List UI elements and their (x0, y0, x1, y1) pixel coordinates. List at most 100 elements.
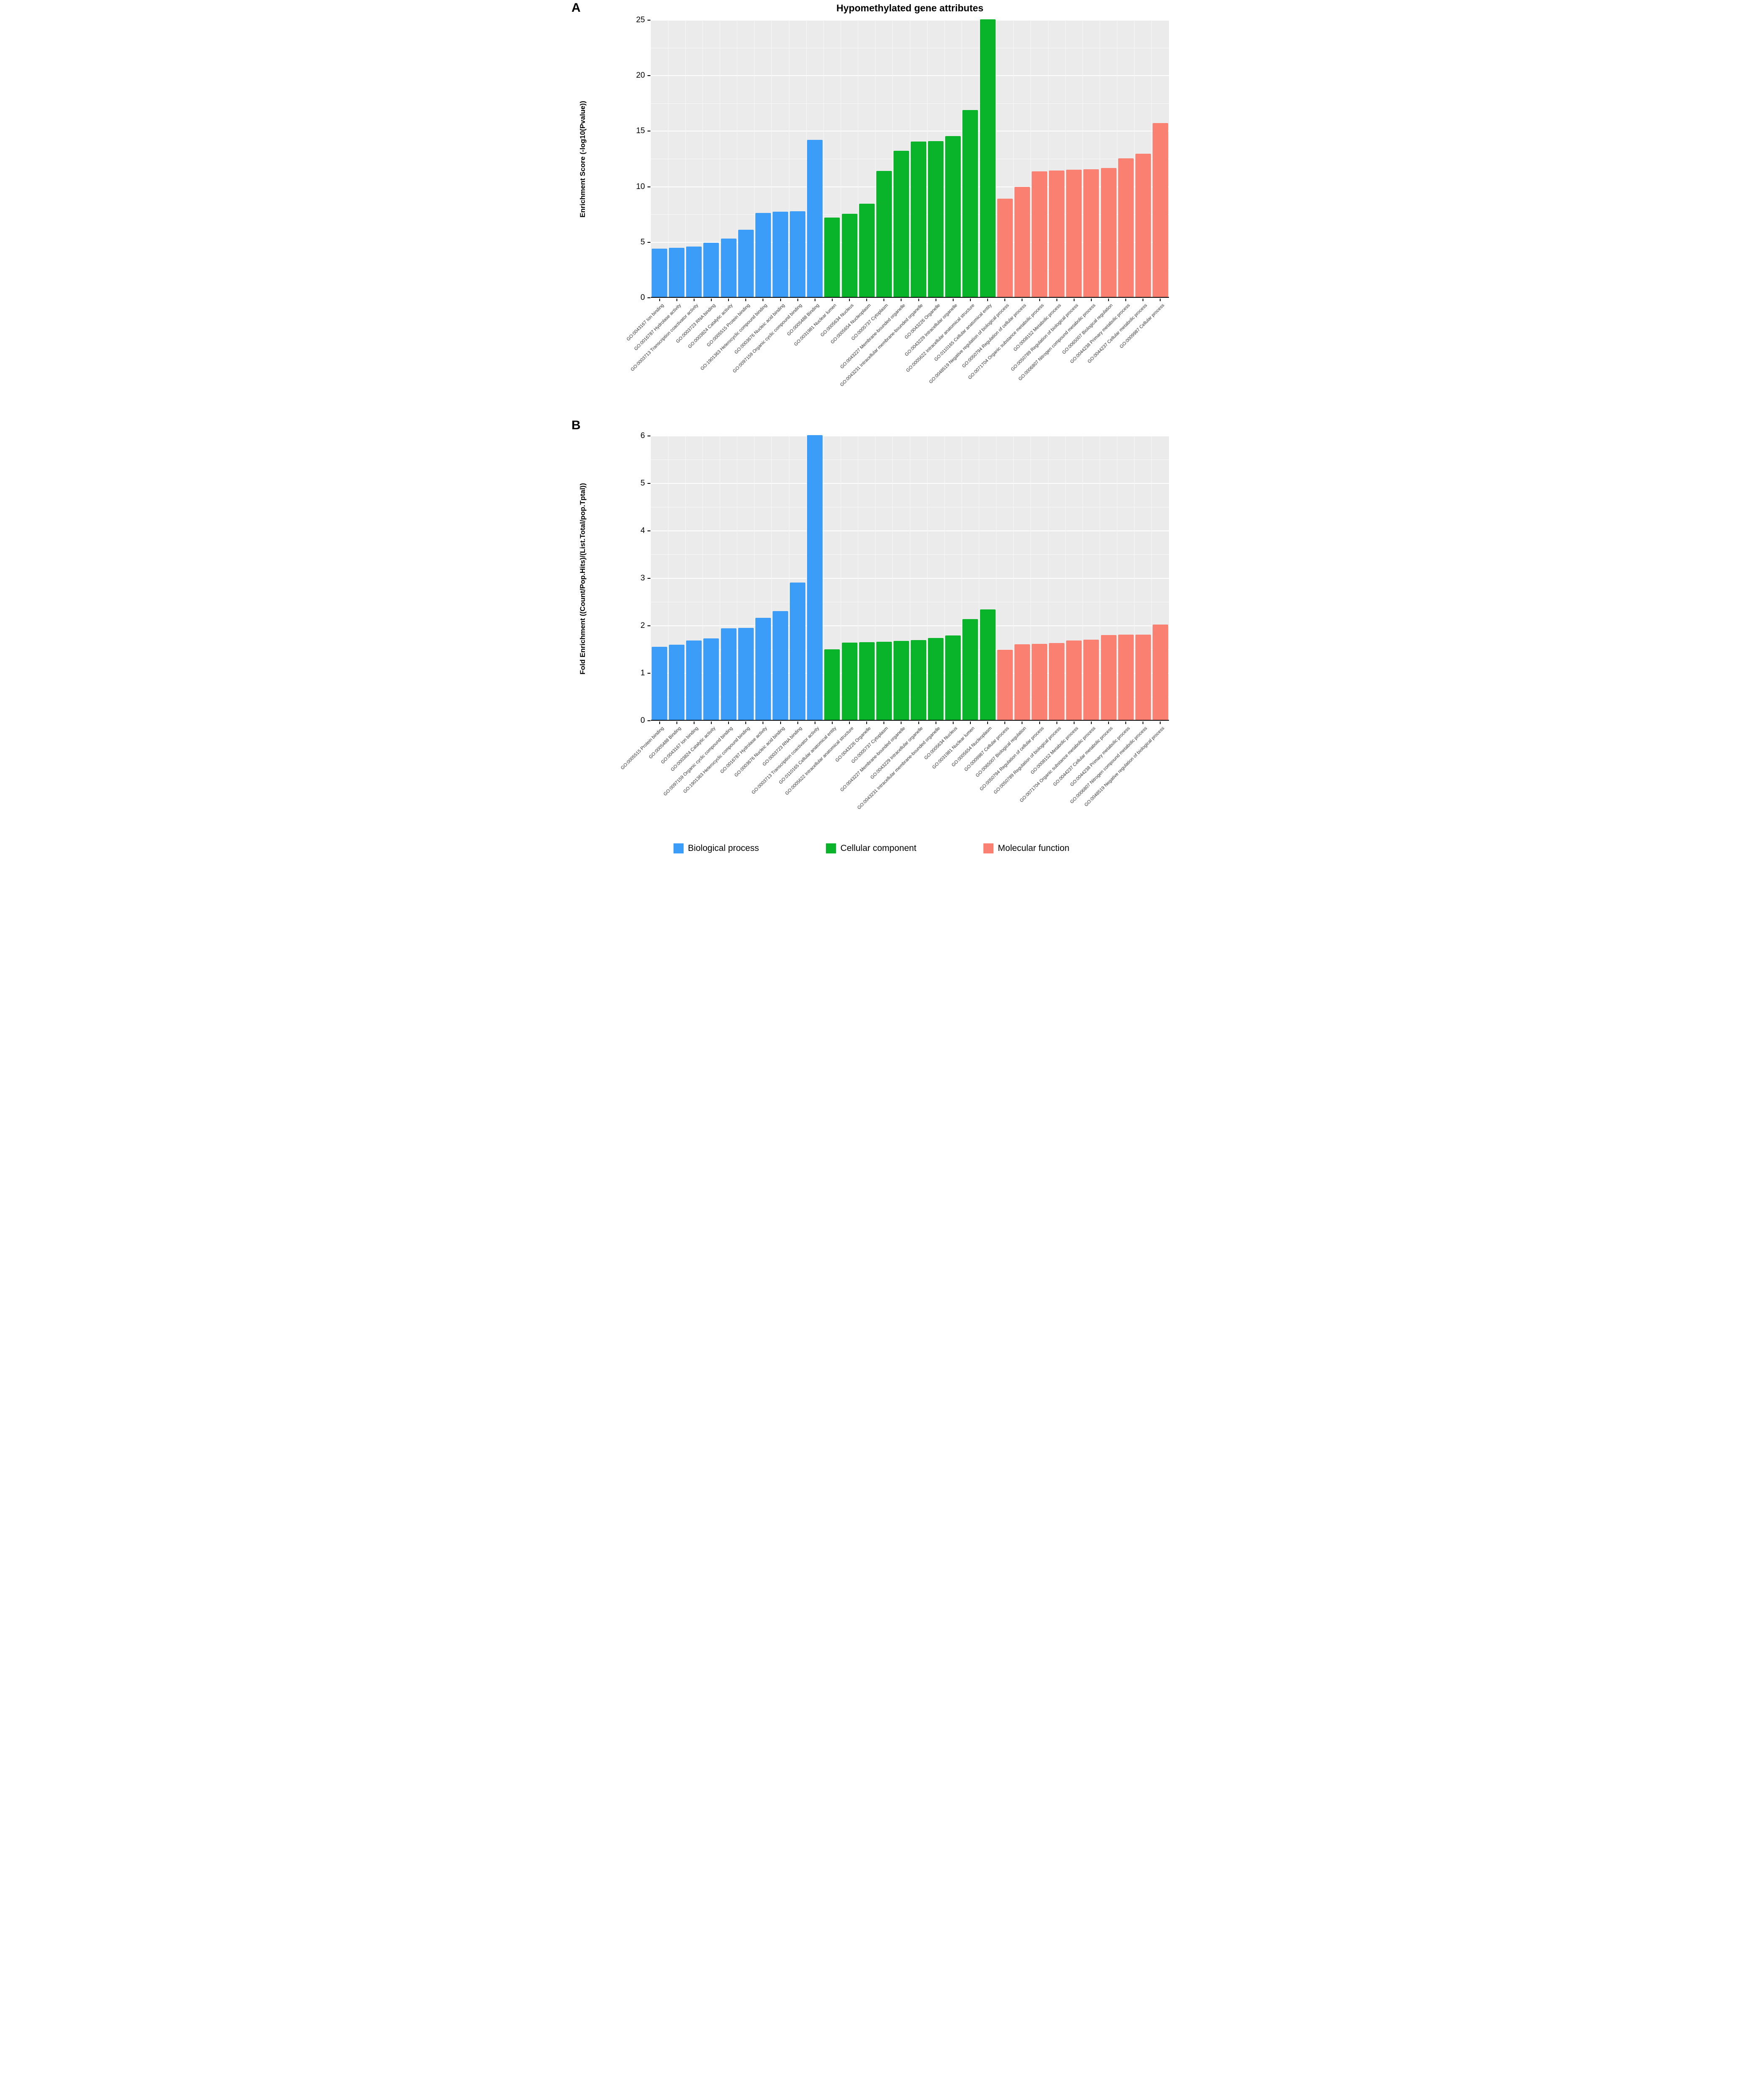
panel-b-plot-area (651, 435, 1169, 721)
bar (876, 641, 892, 720)
figure: A B Hypomethylated gene attributes Enric… (566, 0, 1177, 871)
x-tick-mark (659, 299, 660, 301)
legend-item-biological-process: Biological process (674, 843, 759, 853)
bar (928, 141, 944, 297)
x-tick-mark (1073, 299, 1075, 301)
bar (669, 248, 685, 297)
bar (962, 619, 978, 720)
x-tick-mark (728, 299, 729, 301)
x-tick-mark (901, 722, 902, 724)
y-tick-mark (647, 530, 650, 531)
x-tick-mark (918, 299, 919, 301)
bar (962, 110, 978, 297)
x-tick-mark (918, 722, 919, 724)
x-gridline (1065, 20, 1066, 297)
x-gridline (1030, 20, 1031, 297)
y-tick-mark (647, 673, 650, 674)
y-tick-label: 1 (640, 669, 645, 677)
bar (1101, 635, 1117, 720)
legend-swatch-cellular-component (826, 843, 836, 853)
y-tick-mark (647, 720, 650, 721)
bar (1066, 640, 1082, 720)
bar (945, 635, 961, 720)
y-tick-label: 3 (640, 574, 645, 583)
panel-a-plot-area (651, 19, 1169, 298)
x-gridline (806, 20, 807, 297)
y-tick-label: 6 (640, 431, 645, 440)
x-gridline (754, 20, 755, 297)
x-gridline (944, 436, 945, 720)
panel-a-letter: A (571, 1, 581, 15)
x-gridline (685, 436, 686, 720)
x-tick-mark (797, 299, 798, 301)
x-tick-label: GO:0003713 Transcription coactivator act… (629, 303, 700, 373)
bar (859, 642, 875, 720)
x-tick-mark (1108, 299, 1109, 301)
x-tick-mark (1125, 299, 1127, 301)
bar (893, 151, 909, 297)
y-tick-label: 0 (640, 293, 645, 302)
y-tick-label: 4 (640, 526, 645, 535)
y-tick-mark (647, 578, 650, 579)
legend-swatch-biological-process (674, 843, 684, 853)
x-tick-mark (1004, 299, 1006, 301)
x-gridline (685, 20, 686, 297)
x-tick-mark (1108, 722, 1109, 724)
y-tick-label: 25 (636, 16, 645, 24)
x-tick-label: GO:0043227 Membrane-bounded organelle (839, 726, 907, 793)
x-tick-mark (710, 722, 712, 724)
bar (790, 211, 806, 297)
bar (772, 611, 788, 720)
bar (721, 239, 737, 297)
legend-label: Biological process (688, 843, 759, 853)
bar (1135, 634, 1151, 720)
bar (893, 641, 909, 720)
y-tick-mark (647, 625, 650, 626)
x-tick-mark (1090, 299, 1092, 301)
bar (997, 649, 1013, 720)
bar (1083, 640, 1099, 720)
x-gridline (927, 20, 928, 297)
legend: Biological process Cellular component Mo… (566, 843, 1177, 853)
panel-b-y-axis-title: Fold Enrichment ((Count/Pop.Hits)/(List.… (579, 483, 587, 675)
x-gridline (1151, 20, 1152, 297)
x-tick-mark (745, 299, 747, 301)
bar (790, 583, 806, 720)
x-tick-mark (676, 299, 677, 301)
bar (980, 19, 996, 297)
bar (1101, 168, 1117, 297)
x-tick-label: GO:0043227 Membrane-bounded organelle (839, 303, 907, 370)
x-tick-mark (1125, 722, 1127, 724)
bar (1031, 171, 1047, 297)
bar (755, 213, 771, 297)
x-tick-label: GO:0005634 Nucleus (923, 726, 959, 761)
x-gridline (892, 20, 893, 297)
bar (1049, 643, 1065, 720)
bar (669, 645, 685, 720)
x-tick-mark (901, 299, 902, 301)
x-tick-mark (1090, 722, 1092, 724)
x-tick-label: GO:1901363 Heterocyclic compound binding (682, 726, 751, 795)
x-tick-mark (866, 299, 868, 301)
x-tick-mark (883, 299, 885, 301)
x-tick-label: GO:0005488 Binding (648, 726, 682, 760)
bar (686, 246, 702, 297)
y-tick-mark (647, 186, 650, 187)
bar (755, 618, 771, 720)
y-tick-mark (647, 75, 650, 76)
x-gridline (927, 436, 928, 720)
x-gridline (1030, 436, 1031, 720)
bar (807, 139, 823, 297)
x-gridline (1082, 20, 1083, 297)
x-tick-mark (1039, 299, 1040, 301)
x-tick-mark (797, 722, 798, 724)
bar (841, 642, 857, 720)
bar (945, 136, 961, 297)
x-gridline (1013, 20, 1014, 297)
y-tick-label: 2 (640, 621, 645, 630)
bar (1083, 169, 1099, 297)
bar (859, 203, 875, 297)
panel-a-y-axis-title: Enrichment Score (-log10(Pvalue)) (579, 101, 587, 218)
x-tick-mark (780, 722, 781, 724)
y-tick-mark (647, 483, 650, 484)
